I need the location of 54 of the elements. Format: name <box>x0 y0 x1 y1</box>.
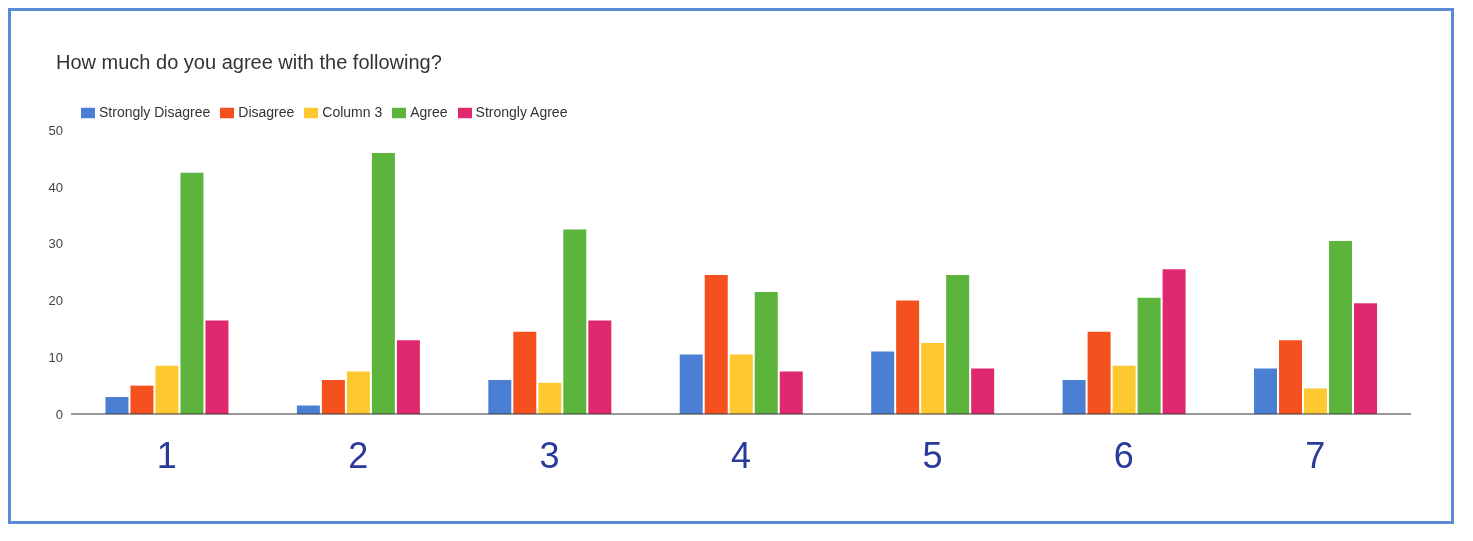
bar <box>588 320 612 414</box>
y-tick-label: 40 <box>48 179 63 195</box>
bar <box>896 300 920 414</box>
bar <box>371 152 395 414</box>
x-tick-label: 6 <box>1113 434 1134 476</box>
bar <box>513 331 537 414</box>
chart-title: How much do you agree with the following? <box>55 50 443 74</box>
legend-label: Agree <box>410 104 448 120</box>
bar <box>1279 340 1303 414</box>
bar <box>180 172 204 414</box>
bar <box>971 368 995 414</box>
bar <box>946 274 970 414</box>
legend-label: Disagree <box>238 104 295 120</box>
bar <box>1087 331 1111 414</box>
bar <box>538 382 562 414</box>
bar <box>1304 388 1328 414</box>
bar <box>921 343 945 414</box>
bar <box>679 354 703 414</box>
bar <box>563 229 587 414</box>
bar <box>1062 379 1086 414</box>
bar <box>346 371 370 414</box>
bar <box>1354 303 1378 414</box>
bar <box>105 396 129 414</box>
x-tick-label: 2 <box>348 434 369 476</box>
x-tick-label: 7 <box>1305 434 1326 476</box>
bar <box>729 354 753 414</box>
bar <box>488 379 512 414</box>
bar <box>1162 269 1186 414</box>
bar <box>779 371 803 414</box>
x-tick-label: 3 <box>539 434 560 476</box>
bar <box>396 340 420 414</box>
y-tick-label: 10 <box>48 349 63 365</box>
x-tick-label: 5 <box>922 434 943 476</box>
bar <box>321 379 345 414</box>
x-tick-label: 1 <box>156 434 177 476</box>
y-tick-label: 50 <box>48 122 63 138</box>
y-tick-label: 20 <box>48 293 63 309</box>
bar <box>205 320 229 414</box>
bar <box>871 351 895 414</box>
bar <box>296 405 320 414</box>
bar <box>1254 368 1278 414</box>
x-tick-label: 4 <box>730 434 752 476</box>
bar <box>704 274 728 414</box>
bar <box>155 365 179 414</box>
bar <box>1137 297 1161 414</box>
bar <box>1112 365 1136 414</box>
legend-label: Strongly Disagree <box>99 104 211 120</box>
bar <box>130 385 154 414</box>
y-tick-label: 0 <box>55 406 63 422</box>
legend-label: Strongly Agree <box>475 104 568 120</box>
legend-label: Column 3 <box>322 104 383 120</box>
bar <box>754 292 778 414</box>
y-tick-label: 30 <box>48 236 63 252</box>
bar <box>1329 240 1353 414</box>
